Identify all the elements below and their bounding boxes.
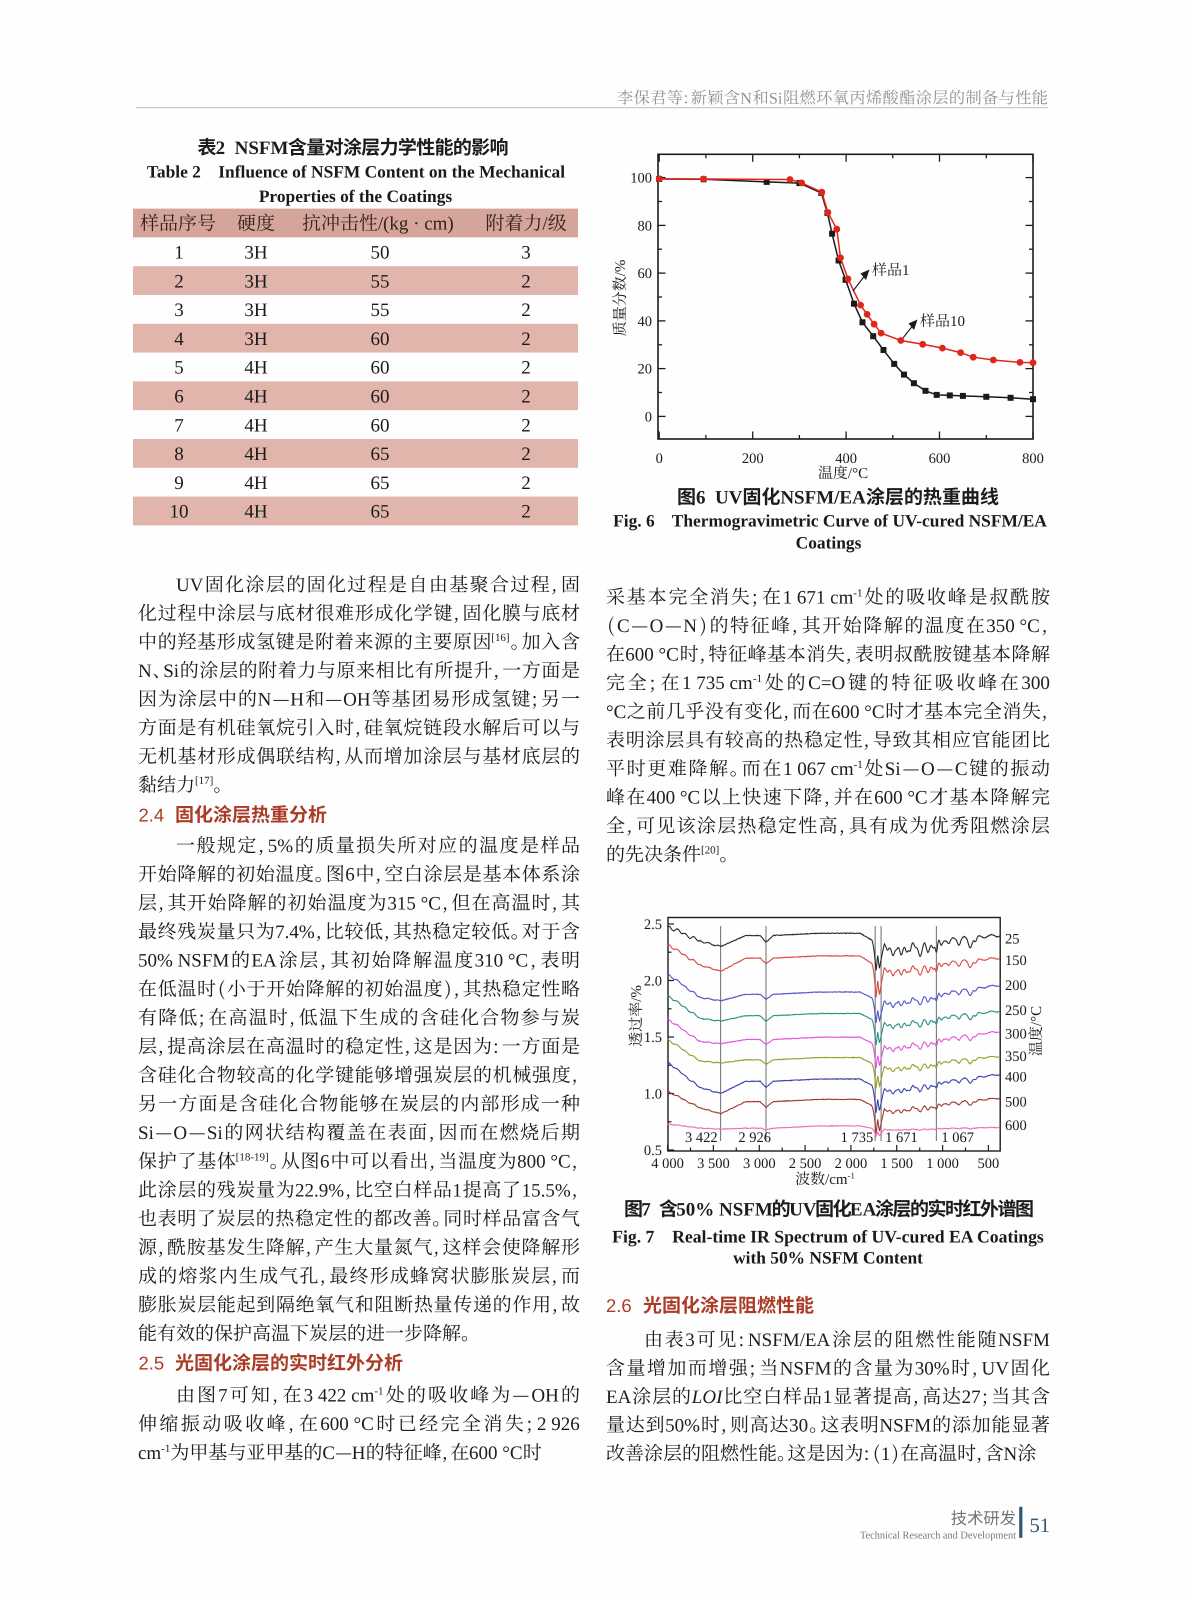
svg-text:0: 0 <box>656 451 663 467</box>
svg-text:1: 1 <box>174 243 184 264</box>
svg-text:800: 800 <box>1022 451 1044 467</box>
svg-text:7: 7 <box>174 415 184 436</box>
svg-text:3 422: 3 422 <box>685 1130 718 1146</box>
svg-text:2: 2 <box>521 387 531 408</box>
svg-text:2: 2 <box>521 444 531 465</box>
svg-text:10: 10 <box>170 502 189 523</box>
svg-text:65: 65 <box>371 473 390 494</box>
svg-text:Fig. 7 Real-time IR Spectru: Fig. 7 Real-time IR Spectrum of UV-cured… <box>612 1226 1044 1246</box>
svg-text:60: 60 <box>371 387 390 408</box>
svg-text:500: 500 <box>1005 1094 1027 1110</box>
svg-text:2: 2 <box>174 271 184 292</box>
svg-text:300: 300 <box>1005 1027 1027 1043</box>
svg-text:2: 2 <box>521 502 531 523</box>
svg-text:3 000: 3 000 <box>743 1156 776 1172</box>
svg-text:2.5: 2.5 <box>644 917 662 933</box>
svg-text:1 000: 1 000 <box>926 1156 959 1172</box>
svg-text:Technical Research and Develop: Technical Research and Development <box>860 1531 1016 1542</box>
svg-text:1.0: 1.0 <box>644 1087 662 1103</box>
svg-text:1 500: 1 500 <box>880 1156 913 1172</box>
svg-text:2.4: 2.4 <box>139 804 165 825</box>
svg-text:1 671: 1 671 <box>885 1130 918 1146</box>
svg-text:40: 40 <box>638 314 653 330</box>
svg-text:250: 250 <box>1005 1003 1027 1019</box>
svg-text:0: 0 <box>645 409 652 425</box>
svg-text:200: 200 <box>742 451 764 467</box>
svg-text:350: 350 <box>1005 1049 1027 1065</box>
svg-text:500: 500 <box>978 1156 1000 1172</box>
svg-text:4H: 4H <box>244 358 268 379</box>
svg-text:Fig. 6 Thermogravimetric Cu: Fig. 6 Thermogravimetric Curve of UV-cur… <box>613 511 1047 531</box>
svg-text:with 50% NSFM Content: with 50% NSFM Content <box>733 1248 923 1268</box>
svg-text:Coatings: Coatings <box>796 533 862 553</box>
svg-text:60: 60 <box>371 329 390 350</box>
svg-text:55: 55 <box>371 271 390 292</box>
svg-text:2.0: 2.0 <box>644 974 662 990</box>
svg-text:25: 25 <box>1005 932 1020 948</box>
svg-text:50: 50 <box>371 243 390 264</box>
svg-text:20: 20 <box>638 362 653 378</box>
svg-text:4H: 4H <box>244 473 268 494</box>
svg-text:60: 60 <box>638 266 653 282</box>
svg-text:2.6: 2.6 <box>606 1295 632 1316</box>
svg-text:600: 600 <box>929 451 951 467</box>
svg-text:65: 65 <box>371 444 390 465</box>
svg-text:4: 4 <box>174 329 184 350</box>
svg-text:400: 400 <box>835 451 857 467</box>
svg-text:4H: 4H <box>244 502 268 523</box>
svg-text:3H: 3H <box>244 243 268 264</box>
svg-text:51: 51 <box>1030 1515 1051 1537</box>
svg-text:600: 600 <box>1005 1118 1027 1134</box>
svg-text:2: 2 <box>521 415 531 436</box>
svg-text:2: 2 <box>521 358 531 379</box>
svg-text:2: 2 <box>521 271 531 292</box>
svg-text:2 000: 2 000 <box>835 1156 868 1172</box>
svg-text:2: 2 <box>521 473 531 494</box>
svg-text:150: 150 <box>1005 953 1027 969</box>
svg-text:3H: 3H <box>244 300 268 321</box>
svg-text:3: 3 <box>521 243 531 264</box>
svg-text:1 735: 1 735 <box>841 1130 874 1146</box>
svg-text:3 500: 3 500 <box>697 1156 730 1172</box>
svg-text:2: 2 <box>521 300 531 321</box>
svg-text:65: 65 <box>371 502 390 523</box>
svg-text:3H: 3H <box>244 329 268 350</box>
svg-text:Properties of the Coatings: Properties of the Coatings <box>259 186 453 206</box>
svg-text:100: 100 <box>630 171 652 187</box>
svg-text:2: 2 <box>521 329 531 350</box>
svg-text:1 067: 1 067 <box>941 1130 974 1146</box>
svg-text:55: 55 <box>371 300 390 321</box>
svg-text:9: 9 <box>174 473 184 494</box>
svg-text:0.5: 0.5 <box>644 1143 662 1159</box>
svg-text:4H: 4H <box>244 387 268 408</box>
svg-text:8: 8 <box>174 444 184 465</box>
svg-text:Table 2 Influence of NSFM C: Table 2 Influence of NSFM Content on the… <box>147 162 565 182</box>
svg-text:60: 60 <box>371 415 390 436</box>
svg-text:4H: 4H <box>244 415 268 436</box>
svg-text:80: 80 <box>638 218 653 234</box>
svg-text:60: 60 <box>371 358 390 379</box>
svg-text:3: 3 <box>174 300 184 321</box>
svg-text:6: 6 <box>174 387 184 408</box>
svg-text:5: 5 <box>174 358 184 379</box>
svg-text:2.5: 2.5 <box>139 1353 165 1374</box>
svg-text:3H: 3H <box>244 271 268 292</box>
svg-text:400: 400 <box>1005 1070 1027 1086</box>
svg-text:1.5: 1.5 <box>644 1030 662 1046</box>
svg-text:200: 200 <box>1005 978 1027 994</box>
svg-text:4 000: 4 000 <box>651 1156 684 1172</box>
svg-text:4H: 4H <box>244 444 268 465</box>
svg-text:2 926: 2 926 <box>738 1130 771 1146</box>
svg-text:2 500: 2 500 <box>789 1156 822 1172</box>
